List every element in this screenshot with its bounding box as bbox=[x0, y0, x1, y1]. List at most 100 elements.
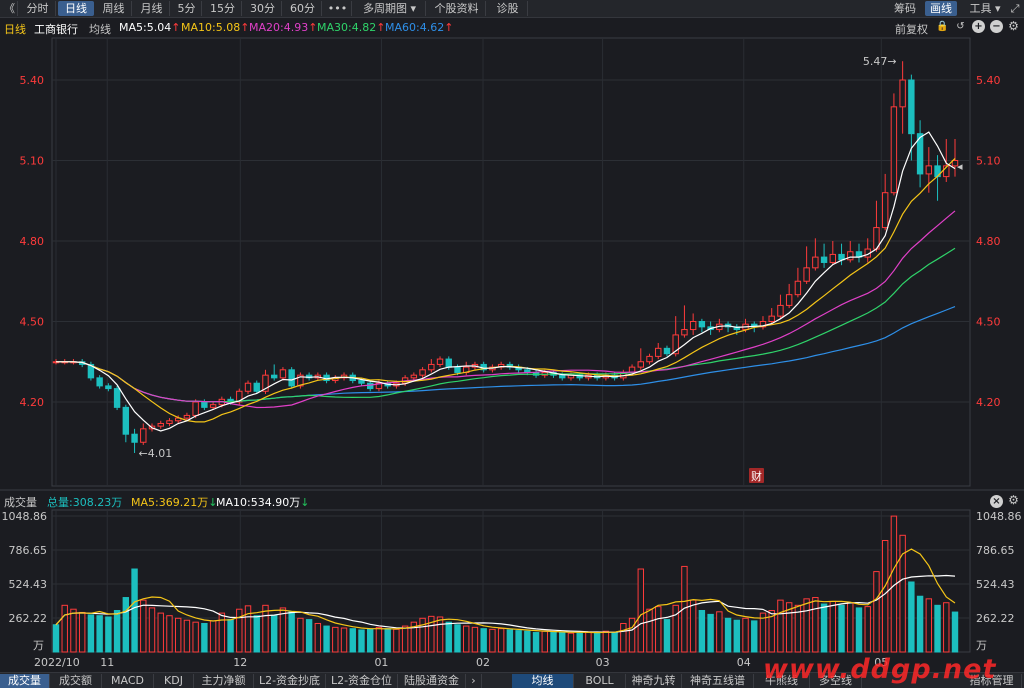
volume-bar bbox=[489, 628, 496, 653]
ma20-readout: MA20:4.93↑ bbox=[249, 21, 318, 34]
candle-body bbox=[262, 374, 269, 392]
adjust-button[interactable]: 前复权 bbox=[895, 23, 928, 36]
period-tab-11[interactable]: 诊股 bbox=[488, 1, 528, 16]
stock-name[interactable]: 工商银行 bbox=[34, 23, 78, 36]
indicator-tab-1[interactable]: 成交额 bbox=[50, 674, 102, 688]
indicator-tab-11[interactable]: 神奇九转 bbox=[626, 674, 682, 688]
volume-bar bbox=[873, 571, 880, 653]
up-arrow-icon: ↑ bbox=[171, 21, 181, 34]
volume-bar bbox=[253, 615, 260, 653]
indicator-tab-12[interactable]: 神奇五线谱 bbox=[682, 674, 754, 688]
candle-body bbox=[87, 363, 95, 379]
right-tool-0[interactable]: 筹码 bbox=[894, 2, 916, 15]
x-axis-label: 05 bbox=[874, 656, 888, 669]
x-axis-label: 11 bbox=[100, 656, 114, 669]
volume-tick-right: 524.43 bbox=[976, 578, 1015, 591]
indicator-tab-3[interactable]: KDJ bbox=[154, 674, 194, 688]
period-tab-7[interactable]: 60分 bbox=[284, 1, 322, 16]
volume-bar bbox=[506, 629, 514, 653]
volume-ma10: MA10:534.90万↓ bbox=[216, 496, 310, 509]
period-tab-10[interactable]: 个股资料 bbox=[428, 1, 486, 16]
volume-bar bbox=[951, 611, 959, 653]
volume-bar bbox=[716, 611, 723, 653]
avg-label[interactable]: 均线 bbox=[89, 23, 111, 36]
volume-bar bbox=[183, 619, 191, 653]
volume-bar bbox=[463, 625, 470, 653]
volume-bar bbox=[105, 616, 112, 653]
period-tab-2[interactable]: 周线 bbox=[96, 1, 132, 16]
volume-bar bbox=[820, 603, 828, 653]
x-axis-label: 2022/10 bbox=[34, 656, 80, 669]
x-axis-label: 04 bbox=[737, 656, 751, 669]
indicator-tab-0[interactable]: 成交量 bbox=[0, 674, 50, 688]
volume-bar bbox=[140, 599, 147, 653]
volume-bar bbox=[131, 568, 138, 653]
indicator-tab-7[interactable]: 陆股通资金 bbox=[398, 674, 466, 688]
indicator-tab-9[interactable]: 均线 bbox=[512, 674, 574, 688]
up-arrow-icon: ↑ bbox=[444, 21, 454, 34]
candle-body bbox=[559, 374, 566, 379]
indicator-tab-6[interactable]: L2-资金仓位 bbox=[326, 674, 398, 688]
volume-bar bbox=[611, 632, 618, 653]
candle-body bbox=[681, 329, 688, 336]
candle-body bbox=[209, 404, 217, 408]
ma10-readout: MA10:5.08↑ bbox=[181, 21, 250, 34]
lock-icon[interactable]: 🔒 bbox=[936, 21, 949, 32]
period-tab-0[interactable]: 分时 bbox=[20, 1, 56, 16]
period-tab-8[interactable]: ••• bbox=[324, 1, 352, 16]
right-tool-2[interactable]: 工具 ▾ bbox=[969, 2, 1001, 15]
candle-body bbox=[236, 390, 243, 403]
indicator-tab-14[interactable]: 多空线 bbox=[810, 674, 862, 688]
back-icon[interactable]: 《 bbox=[2, 1, 18, 16]
indicator-tab-4[interactable]: 主力净额 bbox=[194, 674, 254, 688]
period-tab-3[interactable]: 月线 bbox=[134, 1, 170, 16]
candle-body bbox=[794, 280, 802, 296]
volume-bar bbox=[515, 630, 522, 653]
price-tick-left: 4.20 bbox=[20, 396, 45, 409]
candle-body bbox=[166, 420, 173, 424]
low-price-annotation: ←4.01 bbox=[139, 447, 173, 460]
volume-bar bbox=[777, 599, 784, 653]
volume-bar bbox=[340, 627, 348, 653]
expand-icon[interactable]: ⤢ bbox=[1010, 2, 1020, 15]
settings-icon[interactable]: ⚙ bbox=[1008, 19, 1019, 33]
candle-body bbox=[908, 79, 915, 135]
volume-bar bbox=[785, 602, 793, 653]
period-tab-5[interactable]: 15分 bbox=[204, 1, 242, 16]
candle-body bbox=[655, 347, 662, 357]
ma5-line bbox=[56, 131, 956, 432]
volume-ma5-line bbox=[55, 548, 956, 634]
indicator-tab-13[interactable]: 牛熊线 bbox=[754, 674, 810, 688]
down-arrow-icon: ↓ bbox=[208, 496, 218, 509]
finance-marker: 财 bbox=[751, 469, 762, 483]
close-icon[interactable]: × bbox=[990, 495, 1003, 508]
candle-body bbox=[183, 414, 191, 419]
volume-bar bbox=[916, 595, 924, 653]
period-tab-6[interactable]: 30分 bbox=[244, 1, 282, 16]
volume-bar bbox=[602, 630, 610, 653]
period-tab-4[interactable]: 5分 bbox=[172, 1, 202, 16]
settings-icon[interactable]: ⚙ bbox=[1008, 493, 1019, 507]
period-tab-9[interactable]: 多周期图 ▾ bbox=[354, 1, 426, 16]
zoom-out-icon[interactable]: − bbox=[990, 20, 1003, 33]
indicator-tab-10[interactable]: BOLL bbox=[574, 674, 626, 688]
indicator-tab-15[interactable]: 指标管理 bbox=[962, 674, 1022, 688]
period-tab-1[interactable]: 日线 bbox=[58, 1, 94, 16]
volume-bar bbox=[803, 598, 810, 653]
up-arrow-icon: ↑ bbox=[376, 21, 386, 34]
zoom-in-icon[interactable]: + bbox=[972, 20, 985, 33]
ma30-line bbox=[56, 247, 956, 403]
undo-icon[interactable]: ↺ bbox=[956, 21, 965, 32]
volume-bar bbox=[436, 616, 444, 653]
volume-bar bbox=[768, 610, 775, 653]
indicator-tab-8[interactable]: › bbox=[466, 674, 482, 688]
right-tool-1[interactable]: 画线 bbox=[925, 1, 957, 16]
candle-body bbox=[428, 363, 435, 371]
indicator-tab-2[interactable]: MACD bbox=[102, 674, 154, 688]
candle-body bbox=[419, 369, 426, 376]
volume-unit-left: 万 bbox=[33, 639, 44, 652]
volume-bar bbox=[52, 624, 60, 653]
volume-bar bbox=[855, 607, 863, 653]
indicator-tab-5[interactable]: L2-资金抄底 bbox=[254, 674, 326, 688]
